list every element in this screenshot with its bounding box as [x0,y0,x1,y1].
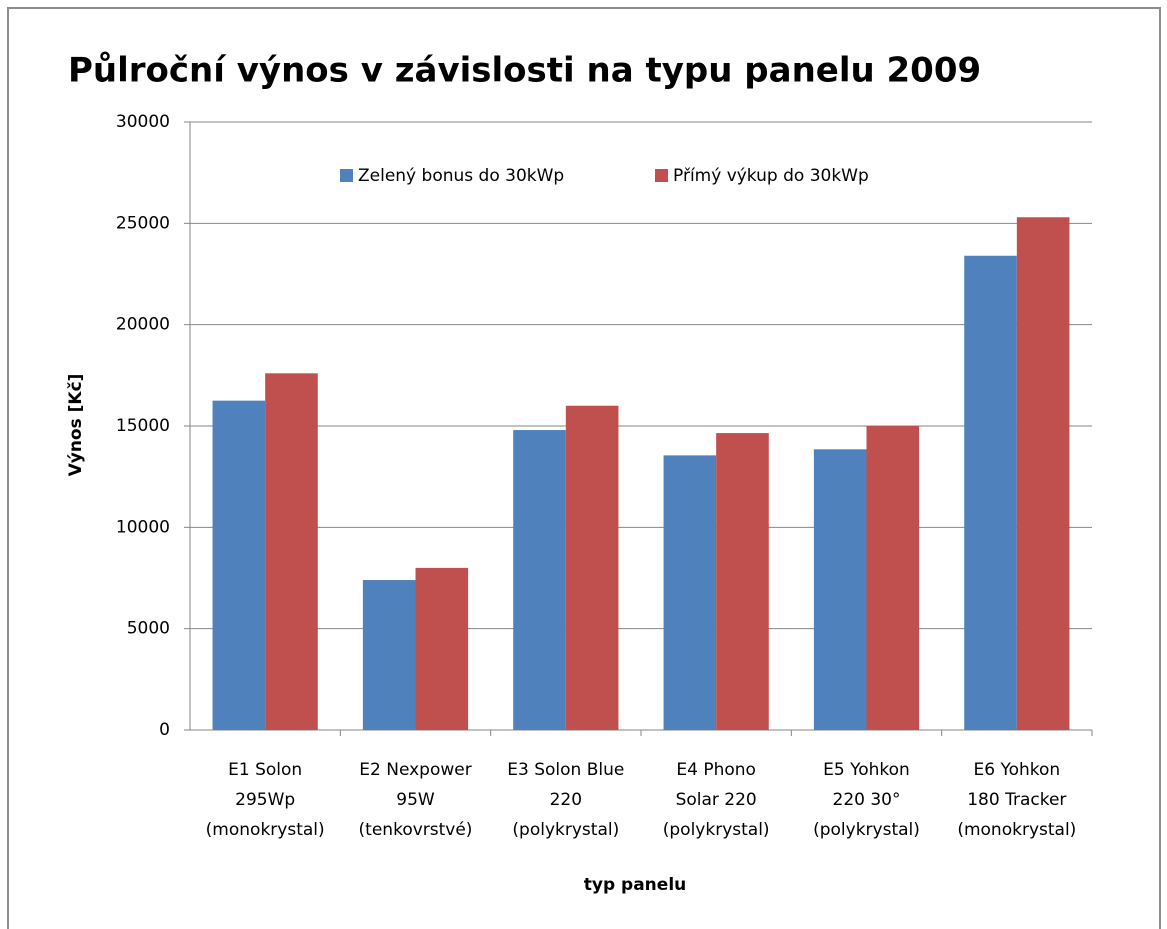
x-tick-label: E5 Yohkon 220 30° (polykrystal) [813,760,920,840]
bar [716,433,769,730]
x-tick-label-line: (polykrystal) [512,820,619,840]
bar [1016,217,1070,731]
x-tick-label-line: 220 30° [833,790,901,810]
chart-title: Půlroční výnos v závislosti na typu pane… [68,51,981,91]
bar [415,567,469,730]
y-axis-label: Výnos [Kč] [66,374,86,477]
x-tick-label: E2 Nexpower 95W (tenkovrstvé) [359,760,473,840]
x-tick-label-line: E4 Phono [676,760,756,780]
bar [866,426,920,730]
x-tick-label-line: E5 Yohkon [823,760,910,780]
x-tick-label-line: 95W [396,790,435,810]
y-tick-label: 5000 [127,619,170,639]
y-tick-label: 20000 [116,315,170,335]
bar [362,580,416,730]
y-tick-label: 30000 [116,112,170,132]
legend-swatch [340,169,353,182]
x-tick-label-line: E2 Nexpower [359,760,471,780]
x-tick-label-line: (tenkovrstvé) [359,820,473,840]
legend-label: Zelený bonus do 30kWp [358,166,564,186]
bar [663,455,717,730]
x-tick-label-line: 295Wp [235,790,295,810]
x-tick-label-line: Solar 220 [676,790,757,810]
y-tick-label: 0 [159,720,170,740]
y-tick-label: 15000 [116,416,170,436]
x-tick-label-line: E3 Solon Blue [507,760,624,780]
x-tick-label: E4 Phono Solar 220 (polykrystal) [663,760,770,840]
bar [565,405,619,730]
x-tick-label: E1 Solon 295Wp (monokrystal) [206,760,325,840]
bar [813,449,867,730]
x-tick-label-line: E1 Solon [228,760,302,780]
x-tick-label: E3 Solon Blue 220 (polykrystal) [507,760,624,840]
x-tick-label-line: (polykrystal) [813,820,920,840]
legend-swatch [655,169,668,182]
x-axis-label: typ panelu [584,875,687,895]
x-tick-label: E6 Yohkon 180 Tracker (monokrystal) [957,760,1076,840]
x-tick-label-line: (monokrystal) [957,820,1076,840]
bar [212,400,266,730]
bar [513,430,566,730]
x-tick-label-line: E6 Yohkon [973,760,1060,780]
y-tick-label: 10000 [116,517,170,537]
x-tick-label-line: (monokrystal) [206,820,325,840]
y-tick-label: 25000 [116,213,170,233]
x-tick-label-line: 220 [550,790,582,810]
bar [265,373,318,730]
x-tick-label-line: 180 Tracker [967,790,1066,810]
bar [964,255,1017,730]
legend-label: Přímý výkup do 30kWp [673,166,869,186]
x-tick-label-line: (polykrystal) [663,820,770,840]
